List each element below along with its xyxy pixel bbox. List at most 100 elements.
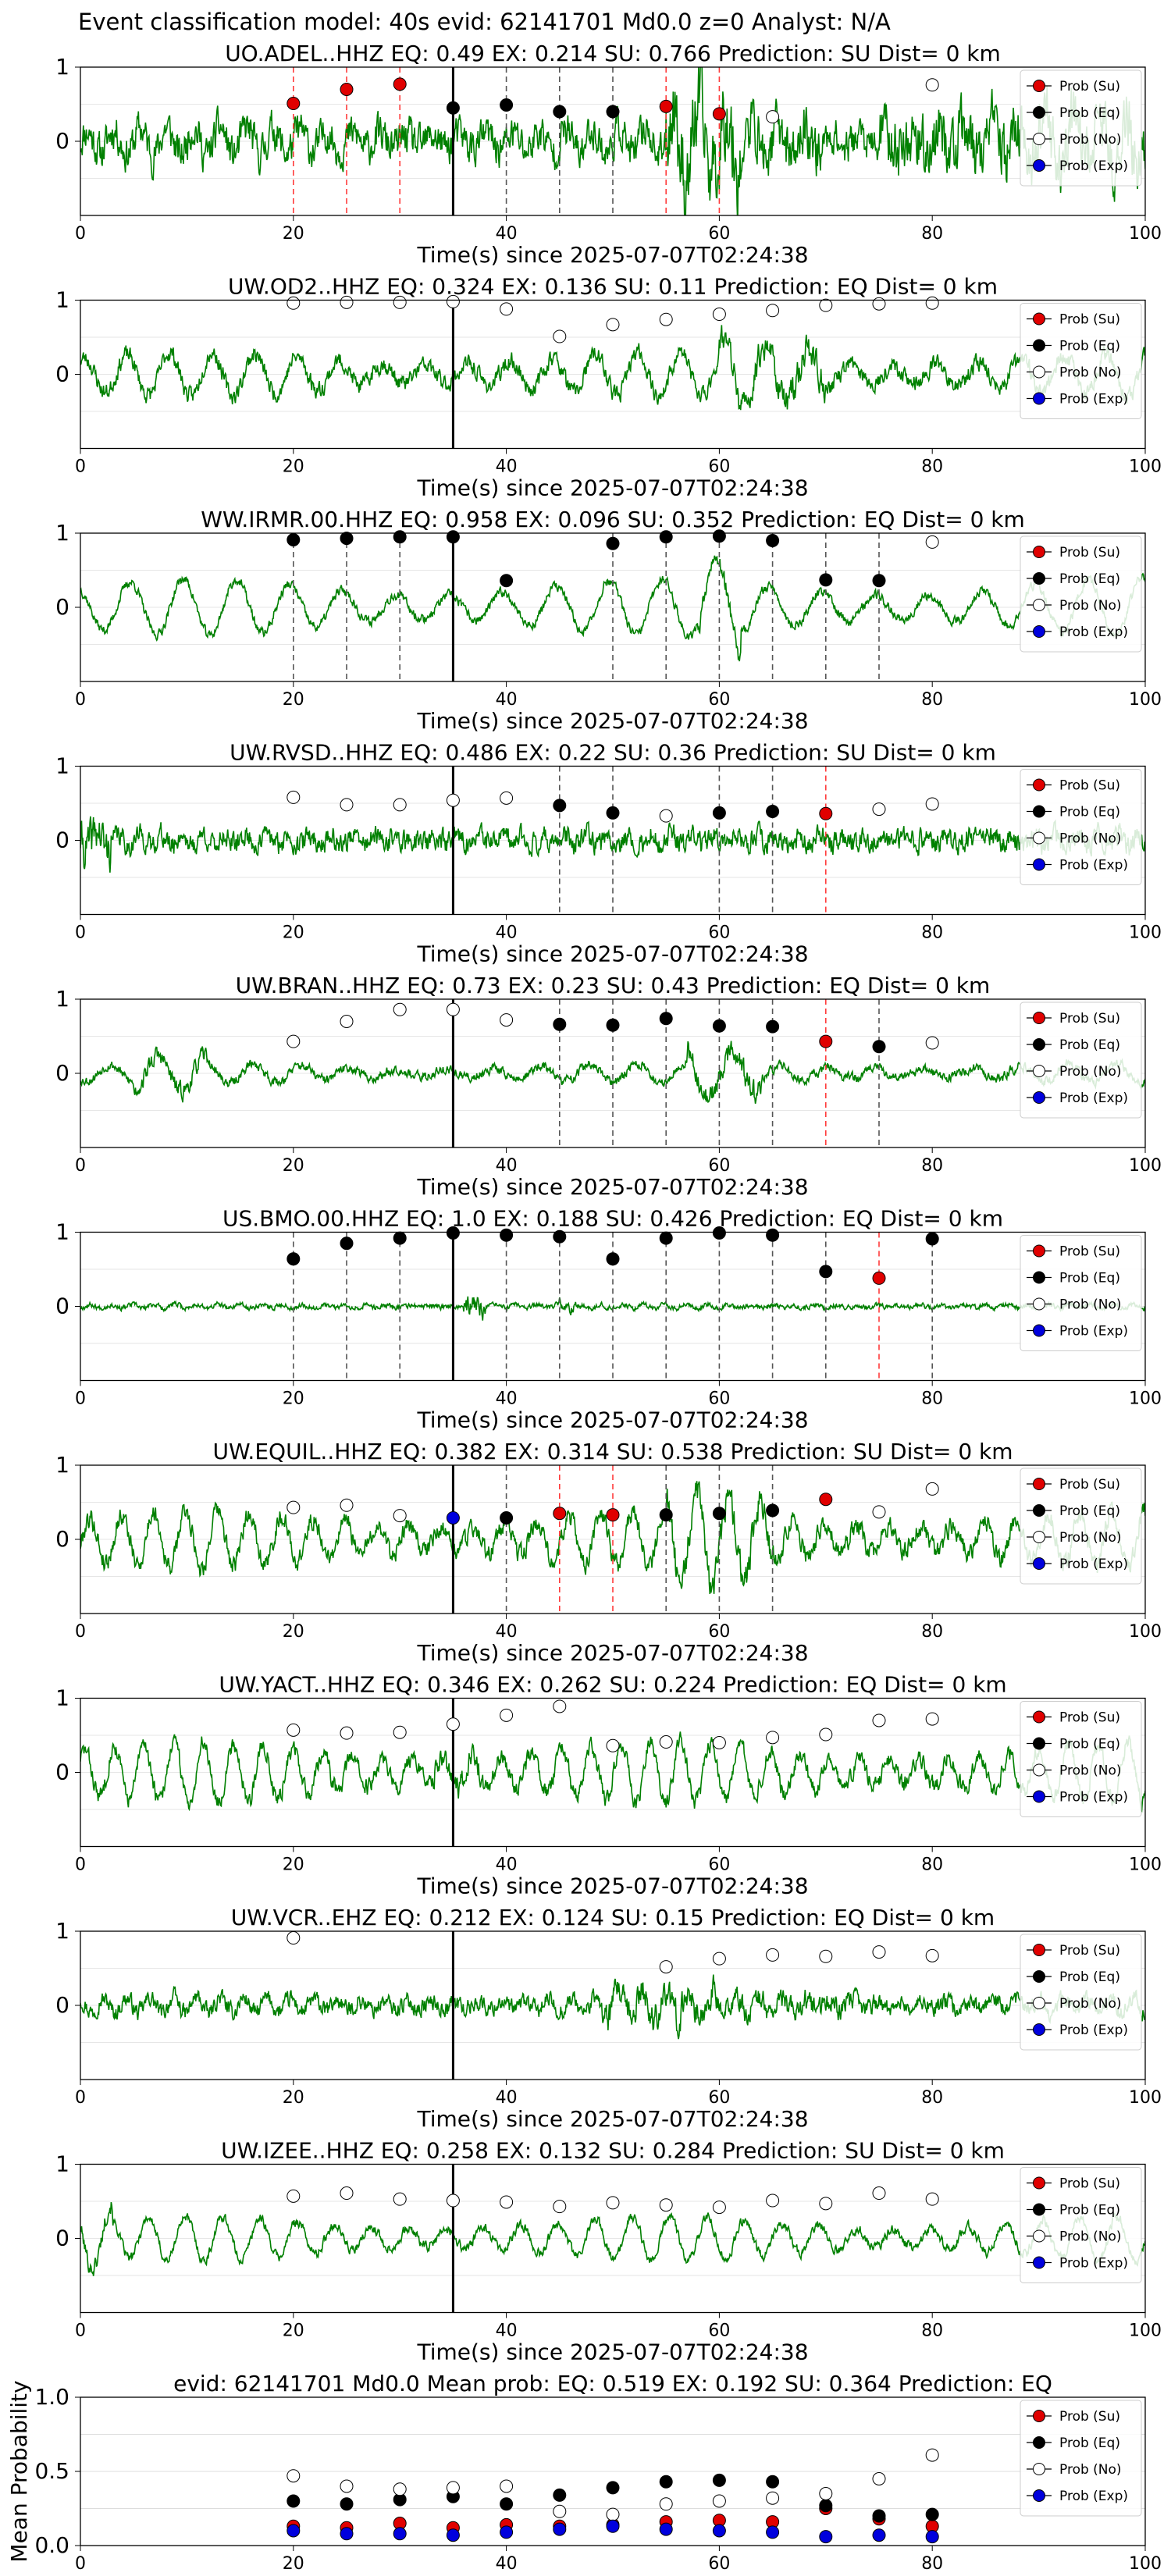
mean-point-no xyxy=(659,2497,673,2511)
legend-label: Prob (Eq) xyxy=(1059,1037,1120,1053)
legend-marker-exp xyxy=(1033,1324,1045,1337)
panel-8: UW.VCR..EHZ EQ: 0.212 EX: 0.124 SU: 0.15… xyxy=(55,1905,1162,2132)
mean-point-exp xyxy=(393,2527,407,2541)
prob-point-exp xyxy=(446,1510,460,1525)
prob-point-eq xyxy=(500,98,514,112)
panels: UO.ADEL..HHZ EQ: 0.49 EX: 0.214 SU: 0.76… xyxy=(6,41,1162,2574)
legend-label: Prob (Su) xyxy=(1059,1011,1120,1026)
x-tick-label: 60 xyxy=(708,1622,730,1642)
legend-marker-no xyxy=(1033,365,1045,379)
legend-label: Prob (Su) xyxy=(1059,312,1120,328)
waveform-trace xyxy=(80,325,1145,411)
x-tick-label: 0 xyxy=(75,457,86,477)
x-tick-label: 100 xyxy=(1129,923,1162,943)
mean-point-exp xyxy=(446,2528,460,2542)
x-tick-label: 60 xyxy=(708,1156,730,1176)
x-tick-label: 40 xyxy=(496,923,518,943)
mean-point-eq xyxy=(819,2499,833,2513)
legend-marker-no xyxy=(1033,599,1045,611)
prob-point-no xyxy=(712,2201,726,2215)
legend-label: Prob (Eq) xyxy=(1059,1737,1120,1752)
y-tick-label: 0 xyxy=(55,1060,69,1086)
x-tick-label: 40 xyxy=(496,1156,518,1176)
prob-point-no xyxy=(287,1723,301,1737)
waveform-trace xyxy=(80,555,1145,662)
prob-point-eq xyxy=(606,105,620,119)
legend-label: Prob (Exp) xyxy=(1059,158,1128,174)
prob-point-eq xyxy=(659,530,673,544)
prob-point-no xyxy=(340,798,354,812)
mean-point-no xyxy=(712,2494,726,2508)
legend-marker-exp xyxy=(1033,1790,1045,1803)
y-tick-label: 0 xyxy=(55,827,69,853)
axes-frame xyxy=(80,2396,1146,2546)
legend-marker-su xyxy=(1033,1244,1045,1258)
mean-point-no xyxy=(553,2504,567,2518)
prob-point-no xyxy=(393,295,407,309)
y-tick-label: 0 xyxy=(55,361,69,387)
prob-point-eq xyxy=(819,1265,833,1279)
axes-frame xyxy=(80,1231,1146,1382)
legend-marker-eq xyxy=(1033,1038,1045,1051)
x-tick-label: 20 xyxy=(283,2554,304,2574)
prob-point-no xyxy=(872,1505,886,1519)
prob-point-no xyxy=(553,329,567,343)
panel-title: UW.OD2..HHZ EQ: 0.324 EX: 0.136 SU: 0.11… xyxy=(228,274,998,300)
legend-marker-su xyxy=(1033,312,1045,326)
prob-point-su xyxy=(340,83,354,96)
x-tick-label: 40 xyxy=(496,1856,518,1875)
prob-point-no xyxy=(712,1736,726,1749)
prob-point-no xyxy=(819,2197,833,2211)
x-tick-label: 80 xyxy=(921,923,943,943)
y-tick-label: 1 xyxy=(55,1219,69,1245)
legend-box xyxy=(1020,1002,1142,1119)
prob-point-no xyxy=(553,1699,567,1713)
panel-title: evid: 62141701 Md0.0 Mean prob: EQ: 0.51… xyxy=(173,2371,1052,2396)
y-tick-label: 0 xyxy=(55,128,69,154)
x-tick-label: 20 xyxy=(283,457,304,477)
panel-title: UW.YACT..HHZ EQ: 0.346 EX: 0.262 SU: 0.2… xyxy=(219,1672,1006,1698)
legend-label: Prob (Su) xyxy=(1059,1710,1120,1726)
y-tick-label: 0.0 xyxy=(34,2532,69,2558)
legend-marker-su xyxy=(1033,1710,1045,1724)
legend-box xyxy=(1020,1235,1142,1351)
y-tick-label: 0 xyxy=(55,1526,69,1552)
legend-marker-eq xyxy=(1033,1271,1045,1284)
x-tick-label: 100 xyxy=(1129,1389,1162,1409)
legend-marker-su xyxy=(1033,2410,1045,2422)
mean-point-no xyxy=(287,2469,301,2483)
prob-point-eq xyxy=(446,101,460,115)
prob-point-eq xyxy=(766,1228,780,1242)
prob-point-no xyxy=(393,798,407,812)
prob-point-eq xyxy=(766,804,780,818)
mean-point-no xyxy=(340,2479,354,2493)
prob-point-eq xyxy=(606,536,620,550)
panel-title: UO.ADEL..HHZ EQ: 0.49 EX: 0.214 SU: 0.76… xyxy=(225,41,1001,66)
legend-marker-no xyxy=(1033,1763,1045,1777)
prob-point-eq xyxy=(393,1231,407,1245)
x-tick-label: 40 xyxy=(496,224,518,244)
prob-point-eq xyxy=(712,1226,726,1240)
y-tick-label: 1 xyxy=(55,54,69,80)
y-tick-label: 0.5 xyxy=(34,2458,69,2484)
mean-point-eq xyxy=(872,2509,886,2523)
legend-marker-eq xyxy=(1033,1504,1045,1517)
panel-1: UW.OD2..HHZ EQ: 0.324 EX: 0.136 SU: 0.11… xyxy=(55,274,1162,501)
x-tick-label: 80 xyxy=(921,690,943,710)
legend-marker-exp xyxy=(1033,1557,1045,1570)
y-tick-label: 0 xyxy=(55,1759,69,1785)
legend-box xyxy=(1020,69,1142,187)
mean-point-no xyxy=(500,2479,514,2493)
mean-point-eq xyxy=(766,2475,780,2489)
legend-label: Prob (Su) xyxy=(1059,79,1120,94)
mean-point-exp xyxy=(500,2525,514,2539)
prob-point-no xyxy=(606,2196,620,2210)
legend-label: Prob (Eq) xyxy=(1059,571,1120,587)
x-tick-label: 20 xyxy=(283,224,304,244)
prob-point-eq xyxy=(287,1252,301,1266)
prob-point-no xyxy=(606,1738,620,1752)
legend-label: Prob (Eq) xyxy=(1059,1503,1120,1519)
figure-title: Event classification model: 40s evid: 62… xyxy=(78,9,891,35)
x-axis-label: Time(s) since 2025-07-07T02:24:38 xyxy=(416,941,808,967)
y-tick-label: 1 xyxy=(55,1452,69,1478)
